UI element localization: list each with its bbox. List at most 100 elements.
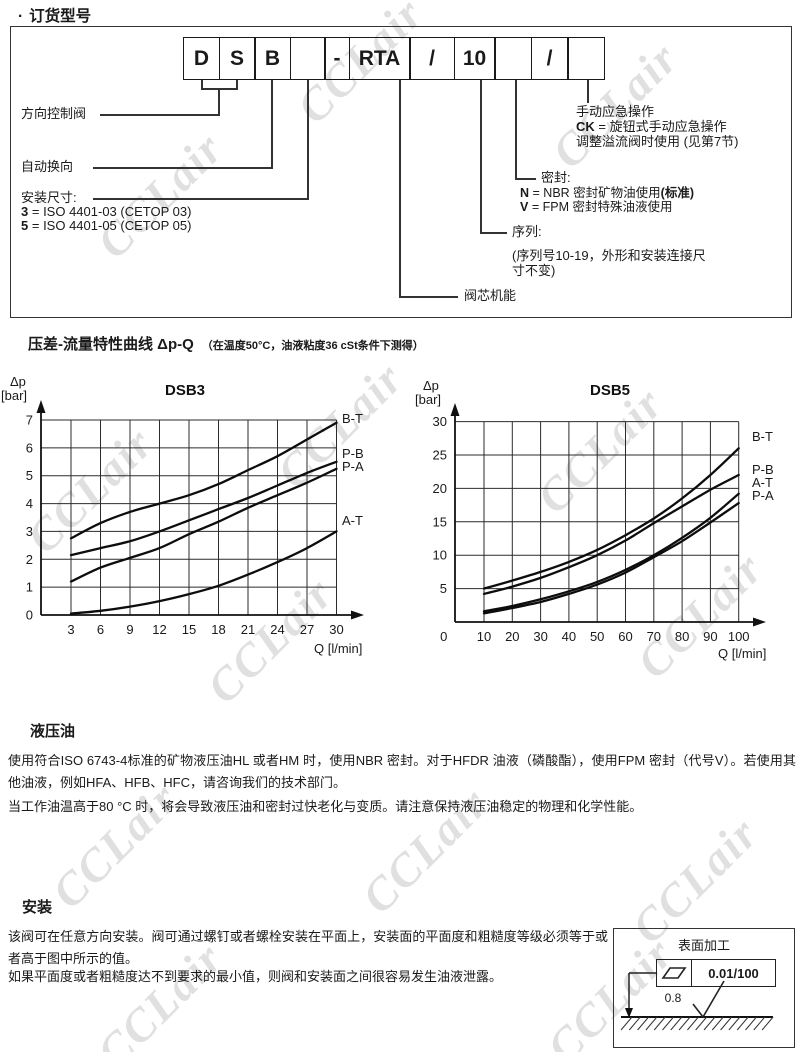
- svg-text:24: 24: [270, 622, 284, 637]
- surface-finish-figure: 表面加工 0.01/100 0.8: [613, 928, 795, 1048]
- leader-arrow-icon: [625, 1008, 633, 1018]
- svg-text:40: 40: [562, 629, 576, 644]
- svg-text:18: 18: [211, 622, 225, 637]
- svg-text:21: 21: [241, 622, 255, 637]
- surface-finish-title: 表面加工: [677, 938, 730, 953]
- svg-text:90: 90: [703, 629, 717, 644]
- code-cell: /: [530, 37, 569, 80]
- svg-text:12: 12: [152, 622, 166, 637]
- connector-line: [399, 80, 401, 297]
- svg-text:5: 5: [26, 468, 33, 483]
- label-manual-emergency: 手动应急操作: [576, 104, 655, 119]
- surface-finish-drawing: [620, 972, 774, 1031]
- svg-text:DSB5: DSB5: [590, 382, 630, 399]
- charts-section-subtitle: （在温度50°C，油液粘度36 cSt条件下测得）: [201, 340, 424, 352]
- svg-text:2: 2: [26, 552, 33, 567]
- title-bullet: ·: [18, 8, 24, 25]
- svg-text:B-T: B-T: [752, 429, 773, 444]
- connector-line: [93, 167, 273, 169]
- connector-line: [515, 178, 536, 180]
- svg-text:A-T: A-T: [342, 513, 363, 528]
- install-paragraph-2: 如果平面度或者粗糙度达不到要求的最小值，则阀和安装面之间很容易发生油液泄露。: [8, 969, 503, 984]
- seal-option-v: V = FPM 密封特殊油液使用: [520, 200, 673, 214]
- svg-text:10: 10: [477, 629, 491, 644]
- svg-text:0: 0: [26, 608, 33, 623]
- svg-text:15: 15: [433, 514, 447, 529]
- svg-text:Q [l/min]: Q [l/min]: [718, 646, 766, 661]
- svg-text:Q [l/min]: Q [l/min]: [314, 641, 362, 656]
- connector-line: [93, 198, 309, 200]
- connector-line: [236, 80, 238, 89]
- label-manual-note: 调整溢流阀时使用 (见第7节): [576, 134, 739, 149]
- connector-line: [271, 80, 273, 168]
- svg-text:3: 3: [67, 622, 74, 637]
- svg-text:20: 20: [433, 481, 447, 496]
- hatch-pattern: [620, 1016, 774, 1031]
- connector-line: [399, 296, 458, 298]
- connector-line: [218, 88, 220, 115]
- roughness-value: 0.8: [664, 991, 682, 1005]
- connector-line: [480, 80, 482, 233]
- svg-text:3: 3: [26, 524, 33, 539]
- oil-paragraph-1: 使用符合ISO 6743-4标准的矿物液压油HL 或者HM 时，使用NBR 密封…: [8, 753, 796, 790]
- svg-text:6: 6: [97, 622, 104, 637]
- label-seal: 密封:: [541, 170, 571, 185]
- label-auto-reverse: 自动换向: [21, 159, 74, 174]
- code-cell: /: [409, 37, 455, 80]
- code-cell: 10: [453, 37, 496, 80]
- connector-line: [100, 114, 220, 116]
- code-cell: [494, 37, 532, 80]
- manual-option-ck: CK = 旋钮式手动应急操作: [576, 119, 727, 134]
- connector-line: [515, 80, 517, 179]
- oil-paragraph-2: 当工作油温高于80 °C 时，将会导致液压油和密封过快老化与变质。请注意保持液压…: [8, 799, 643, 814]
- svg-text:7: 7: [26, 413, 33, 428]
- svg-text:6: 6: [26, 440, 33, 455]
- label-series-note-1: (序列号10-19，外形和安装连接尺: [512, 248, 706, 263]
- label-directional-valve: 方向控制阀: [21, 106, 87, 121]
- svg-text:25: 25: [433, 448, 447, 463]
- roughness-symbol-icon: [692, 980, 725, 1019]
- code-cell: D: [183, 37, 220, 80]
- svg-text:80: 80: [675, 629, 689, 644]
- label-series-note-2: 寸不变): [512, 263, 556, 278]
- svg-text:9: 9: [126, 622, 133, 637]
- code-cell: [289, 37, 326, 80]
- label-spool-function: 阀芯机能: [464, 288, 517, 303]
- svg-text:10: 10: [433, 548, 447, 563]
- svg-text:30: 30: [329, 622, 343, 637]
- code-cell: S: [218, 37, 256, 80]
- code-cell: RTA: [348, 37, 411, 80]
- svg-text:P-B: P-B: [752, 462, 774, 477]
- svg-text:4: 4: [26, 496, 33, 511]
- svg-text:P-A: P-A: [752, 488, 774, 503]
- install-paragraph-1: 该阀可在任意方向安装。阀可通过螺钉或者螺栓安装在平面上，安装面的平面度和粗糙度等…: [8, 929, 608, 966]
- code-cell: B: [254, 37, 291, 80]
- connector-line: [480, 232, 507, 234]
- charts-section-header: 压差-流量特性曲线 Δp-Q （在温度50°C，油液粘度36 cSt条件下测得）: [28, 333, 424, 354]
- install-section-title: 安装: [22, 899, 53, 916]
- connector-line: [201, 80, 203, 89]
- svg-text:1: 1: [26, 580, 33, 595]
- charts-section-title: 压差-流量特性曲线 Δp-Q: [28, 336, 194, 353]
- svg-text:Δp: Δp: [10, 374, 26, 389]
- svg-text:30: 30: [433, 414, 447, 429]
- svg-text:P-B: P-B: [342, 446, 364, 461]
- connector-line: [307, 80, 309, 199]
- svg-text:A-T: A-T: [752, 475, 773, 490]
- svg-text:5: 5: [440, 581, 447, 596]
- svg-text:Δp: Δp: [423, 378, 439, 393]
- svg-text:B-T: B-T: [342, 411, 363, 426]
- ordering-box: [10, 26, 792, 318]
- svg-text:[bar]: [bar]: [415, 392, 441, 407]
- mounting-option-5: 5 = ISO 4401-05 (CETOP 05): [21, 218, 192, 233]
- svg-text:60: 60: [618, 629, 632, 644]
- ordering-section-title: · 订货型号: [18, 8, 92, 25]
- code-cell: [567, 37, 605, 80]
- svg-text:P-A: P-A: [342, 459, 364, 474]
- svg-text:70: 70: [647, 629, 661, 644]
- mounting-option-3: 3 = ISO 4401-03 (CETOP 03): [21, 204, 192, 219]
- flatness-frame: 0.01/100: [656, 959, 776, 987]
- svg-text:27: 27: [300, 622, 314, 637]
